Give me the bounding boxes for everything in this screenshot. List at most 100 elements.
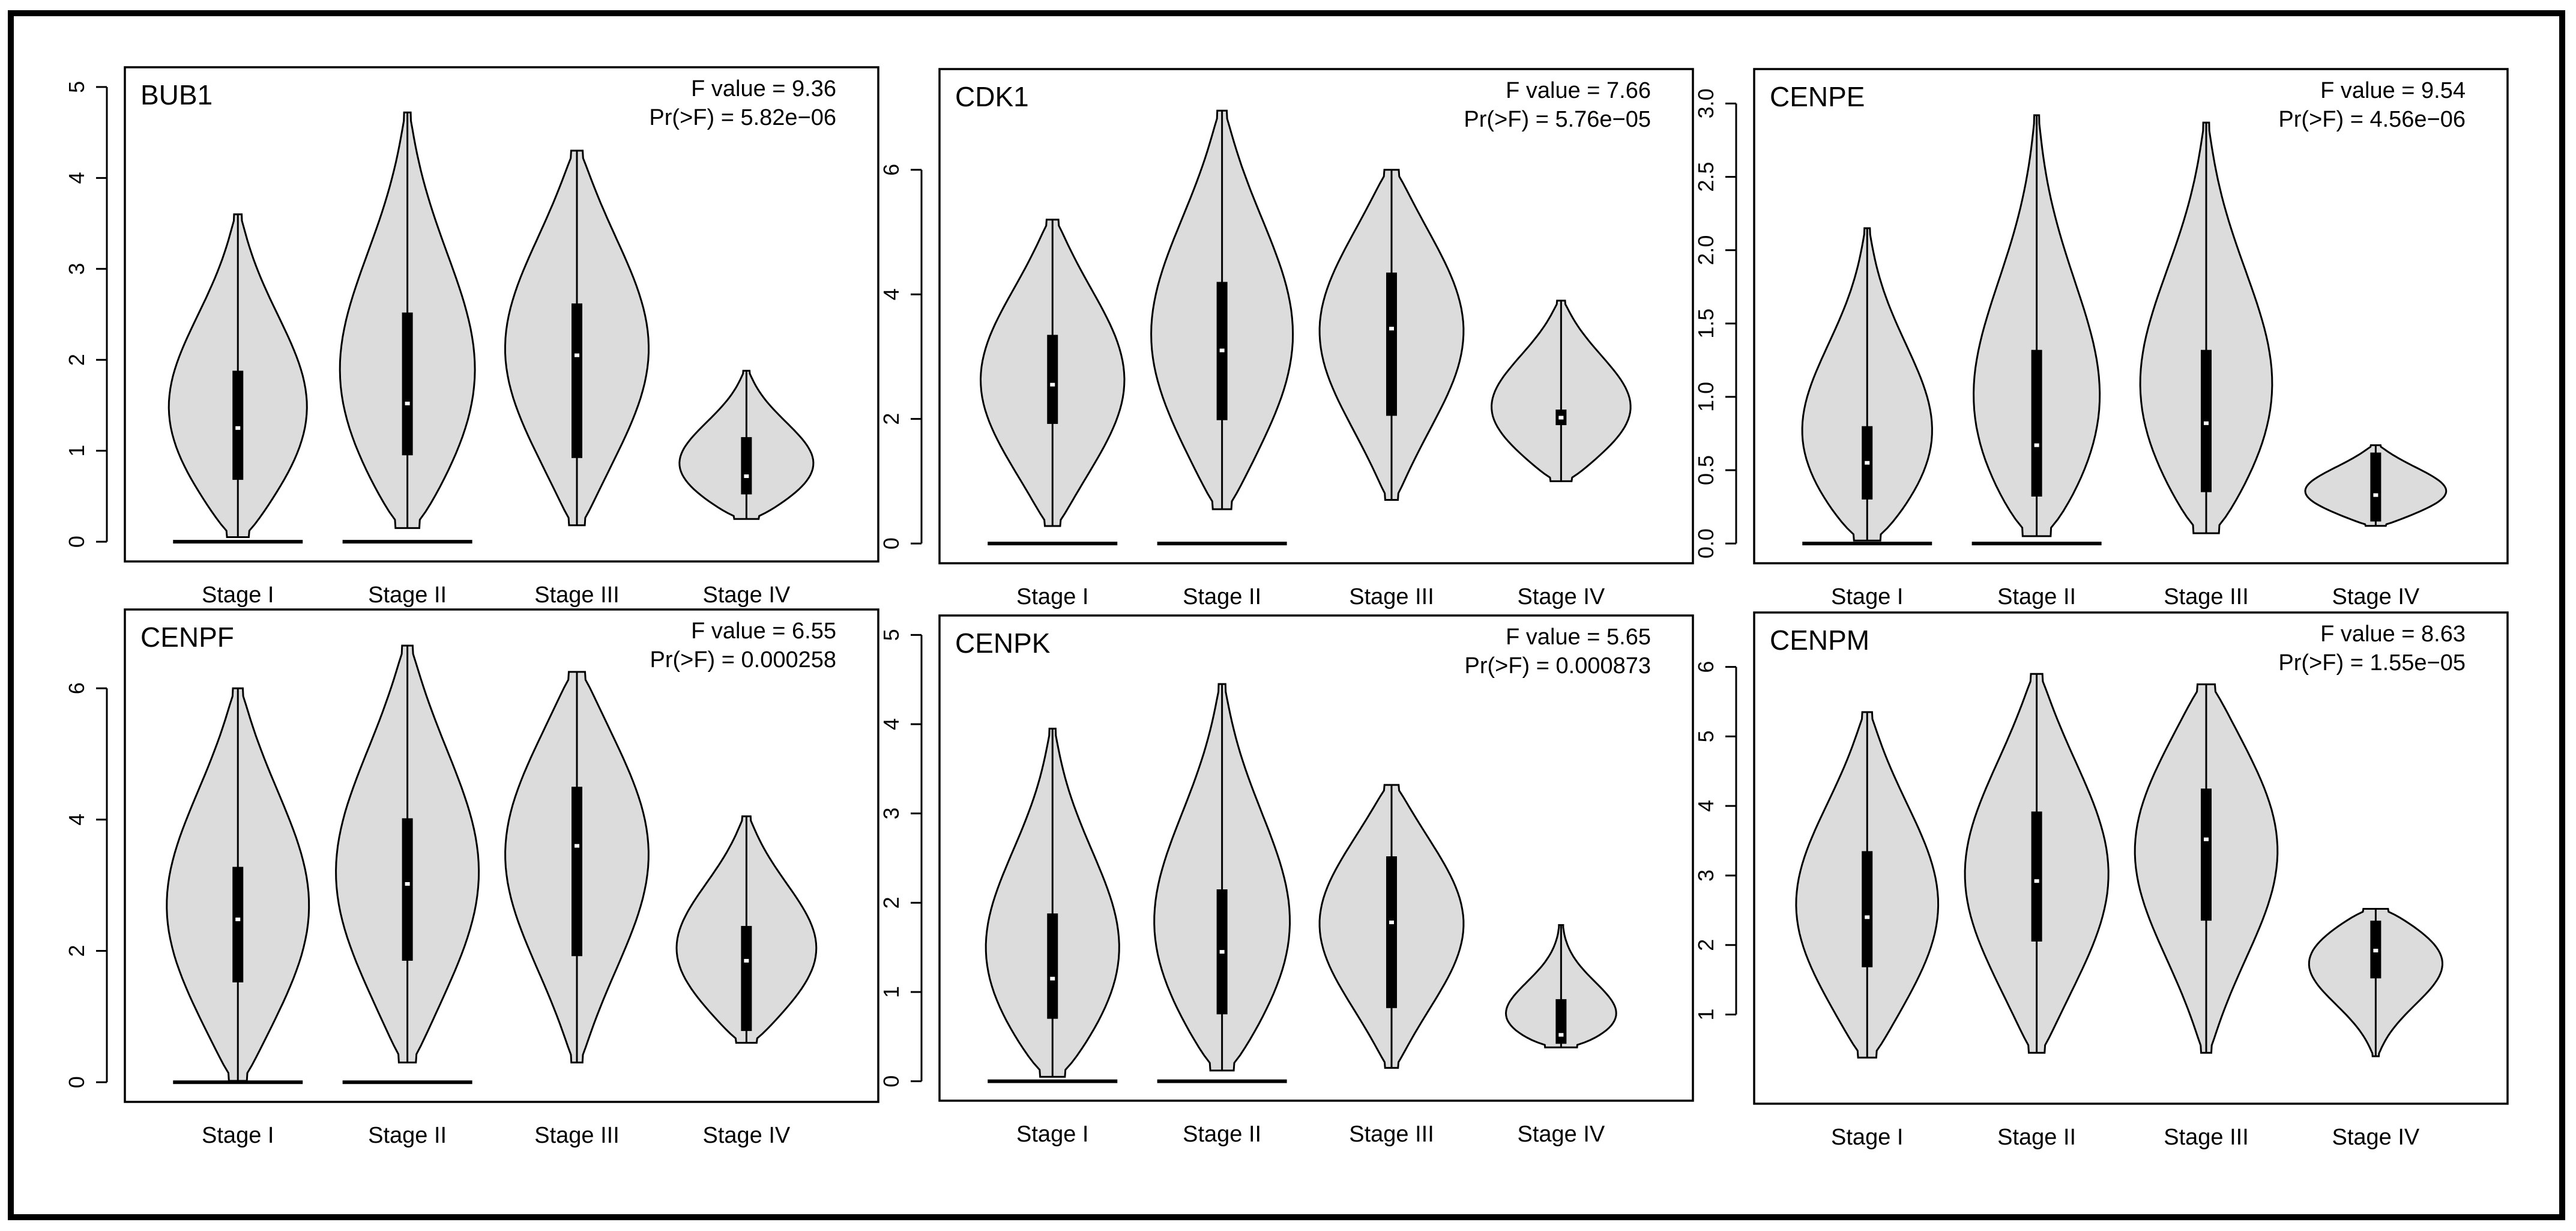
plot-frame	[938, 68, 1694, 564]
violin-stage-ii	[1153, 683, 1291, 1083]
violin-stage-iv	[678, 369, 815, 520]
y-tick-label: 6	[879, 164, 903, 176]
y-tick-label: 0	[879, 537, 903, 549]
violin-iqr-box	[1555, 999, 1567, 1044]
p-value-label: Pr(>F) = 5.76e−05	[1464, 107, 1651, 132]
violin-iqr-box	[572, 303, 582, 458]
y-tick-label: 1.5	[1694, 309, 1718, 339]
x-tick-label: Stage IV	[2332, 1125, 2419, 1150]
violin-panel-cenpm: 1 2 3 4 5 6 Stage I Stage II Stage III Stage IV CE…	[1694, 611, 2509, 1150]
x-tick-label: Stage III	[534, 1123, 620, 1148]
y-tick-label: 2.0	[1694, 235, 1718, 265]
gene-title: CENPF	[140, 622, 234, 653]
violin-iqr-box	[1047, 334, 1058, 424]
violin-median-point	[2034, 879, 2039, 883]
violin-median-point	[1050, 976, 1055, 981]
violin-median-point	[744, 474, 749, 479]
violin-panel-cenpk: 0 1 2 3 4 5 Stage I Stage II Stage III Stage IV CE…	[879, 614, 1694, 1147]
violin-stage-iii	[2139, 121, 2273, 534]
violin-iqr-box	[2031, 811, 2042, 942]
x-tick-label: Stage IV	[1517, 584, 1605, 609]
violin-iqr-box	[1386, 272, 1397, 416]
violin-median-point	[575, 353, 579, 357]
violin-iqr-box	[2370, 452, 2381, 522]
gene-title: CENPM	[1770, 625, 1869, 656]
y-tick-label: 0.0	[1694, 528, 1718, 558]
y-tick-label: 5	[64, 81, 89, 93]
violin-stage-ii	[1964, 673, 2110, 1054]
y-tick-label: 1	[879, 986, 903, 998]
y-tick-label: 5	[1694, 730, 1718, 742]
violin-stage-ii	[335, 644, 480, 1084]
x-tick-label: Stage III	[534, 582, 620, 608]
y-tick-label: 2	[1694, 939, 1718, 951]
plot-frame	[1753, 611, 2509, 1105]
gene-title: CENPE	[1770, 81, 1865, 112]
x-tick-label: Stage I	[1016, 584, 1088, 609]
gene-title: CDK1	[955, 81, 1029, 112]
violin-median-point	[405, 401, 410, 405]
violin-median-point	[1865, 915, 1870, 919]
violin-median-point	[2204, 837, 2209, 841]
x-tick-label: Stage IV	[2332, 584, 2419, 609]
f-value-label: F value = 8.63	[2320, 622, 2466, 647]
violin-median-point	[1558, 416, 1564, 420]
y-tick-label: 4	[64, 814, 89, 826]
violin-iqr-box	[2201, 349, 2212, 492]
y-tick-label: 1.0	[1694, 382, 1718, 412]
violin-iqr-box	[2201, 788, 2212, 921]
x-tick-label: Stage I	[202, 1123, 274, 1148]
plot-frame	[938, 614, 1694, 1102]
y-tick-label: 2	[879, 413, 903, 425]
y-tick-label: 1	[64, 445, 89, 457]
violin-median-point	[1219, 348, 1225, 352]
violin-stage-i	[167, 213, 308, 544]
y-tick-label: 0.5	[1694, 455, 1718, 485]
violin-iqr-box	[572, 787, 582, 957]
gene-title: BUB1	[140, 79, 213, 110]
plot-frame	[124, 66, 879, 563]
y-tick-label: 2.5	[1694, 162, 1718, 192]
x-tick-label: Stage I	[1831, 584, 1903, 609]
y-tick-label: 2	[64, 945, 89, 957]
violin-median-point	[2034, 443, 2039, 447]
violin-iqr-box	[232, 867, 244, 983]
f-value-label: F value = 9.54	[2320, 78, 2466, 103]
violin-stage-i	[979, 219, 1126, 546]
violin-panel-cenpf: 0 2 4 6 Stage I Stage II Stage III Stage IV CENP…	[64, 608, 879, 1148]
violin-stage-iv	[675, 815, 818, 1044]
y-tick-label: 6	[1694, 661, 1718, 673]
x-tick-label: Stage II	[368, 1123, 447, 1148]
y-tick-label: 0	[64, 1076, 89, 1088]
plot-frame	[124, 608, 879, 1103]
violin-stage-ii	[1971, 114, 2102, 546]
violin-stage-i	[166, 687, 310, 1084]
y-tick-label: 4	[64, 172, 89, 184]
x-tick-label: Stage I	[1016, 1122, 1088, 1147]
y-tick-label: 4	[1694, 800, 1718, 812]
f-value-label: F value = 7.66	[1506, 78, 1651, 103]
x-tick-label: Stage III	[2164, 1125, 2249, 1150]
violin-stage-iii	[504, 150, 650, 527]
x-tick-label: Stage IV	[702, 1123, 790, 1148]
y-tick-label: 4	[879, 718, 903, 730]
violin-stage-iii	[2134, 683, 2279, 1054]
violin-iqr-box	[232, 371, 244, 480]
y-tick-label: 0	[879, 1075, 903, 1087]
x-tick-label: Stage II	[368, 582, 447, 608]
violin-stage-iii	[1318, 784, 1465, 1069]
violin-median-point	[235, 426, 241, 430]
p-value-label: Pr(>F) = 0.000873	[1464, 653, 1651, 679]
violin-median-point	[1558, 1033, 1564, 1037]
violin-panel-cenpe: 0.0 0.5 1.0 1.5 2.0 2.5 3.0 Stage I Stage II Stag…	[1694, 68, 2509, 609]
violin-stage-iv	[2304, 444, 2448, 527]
violin-iqr-box	[741, 925, 752, 1031]
violin-median-point	[575, 844, 579, 848]
x-tick-label: Stage I	[202, 582, 274, 608]
y-tick-label: 3.0	[1694, 88, 1718, 118]
x-tick-label: Stage III	[1349, 1122, 1434, 1147]
violin-panel-cdk1: 0 2 4 6 Stage I Stage II Stage III Stage IV CDK1…	[879, 68, 1694, 609]
y-tick-label: 1	[1694, 1008, 1718, 1020]
violin-stage-ii	[1150, 109, 1294, 546]
